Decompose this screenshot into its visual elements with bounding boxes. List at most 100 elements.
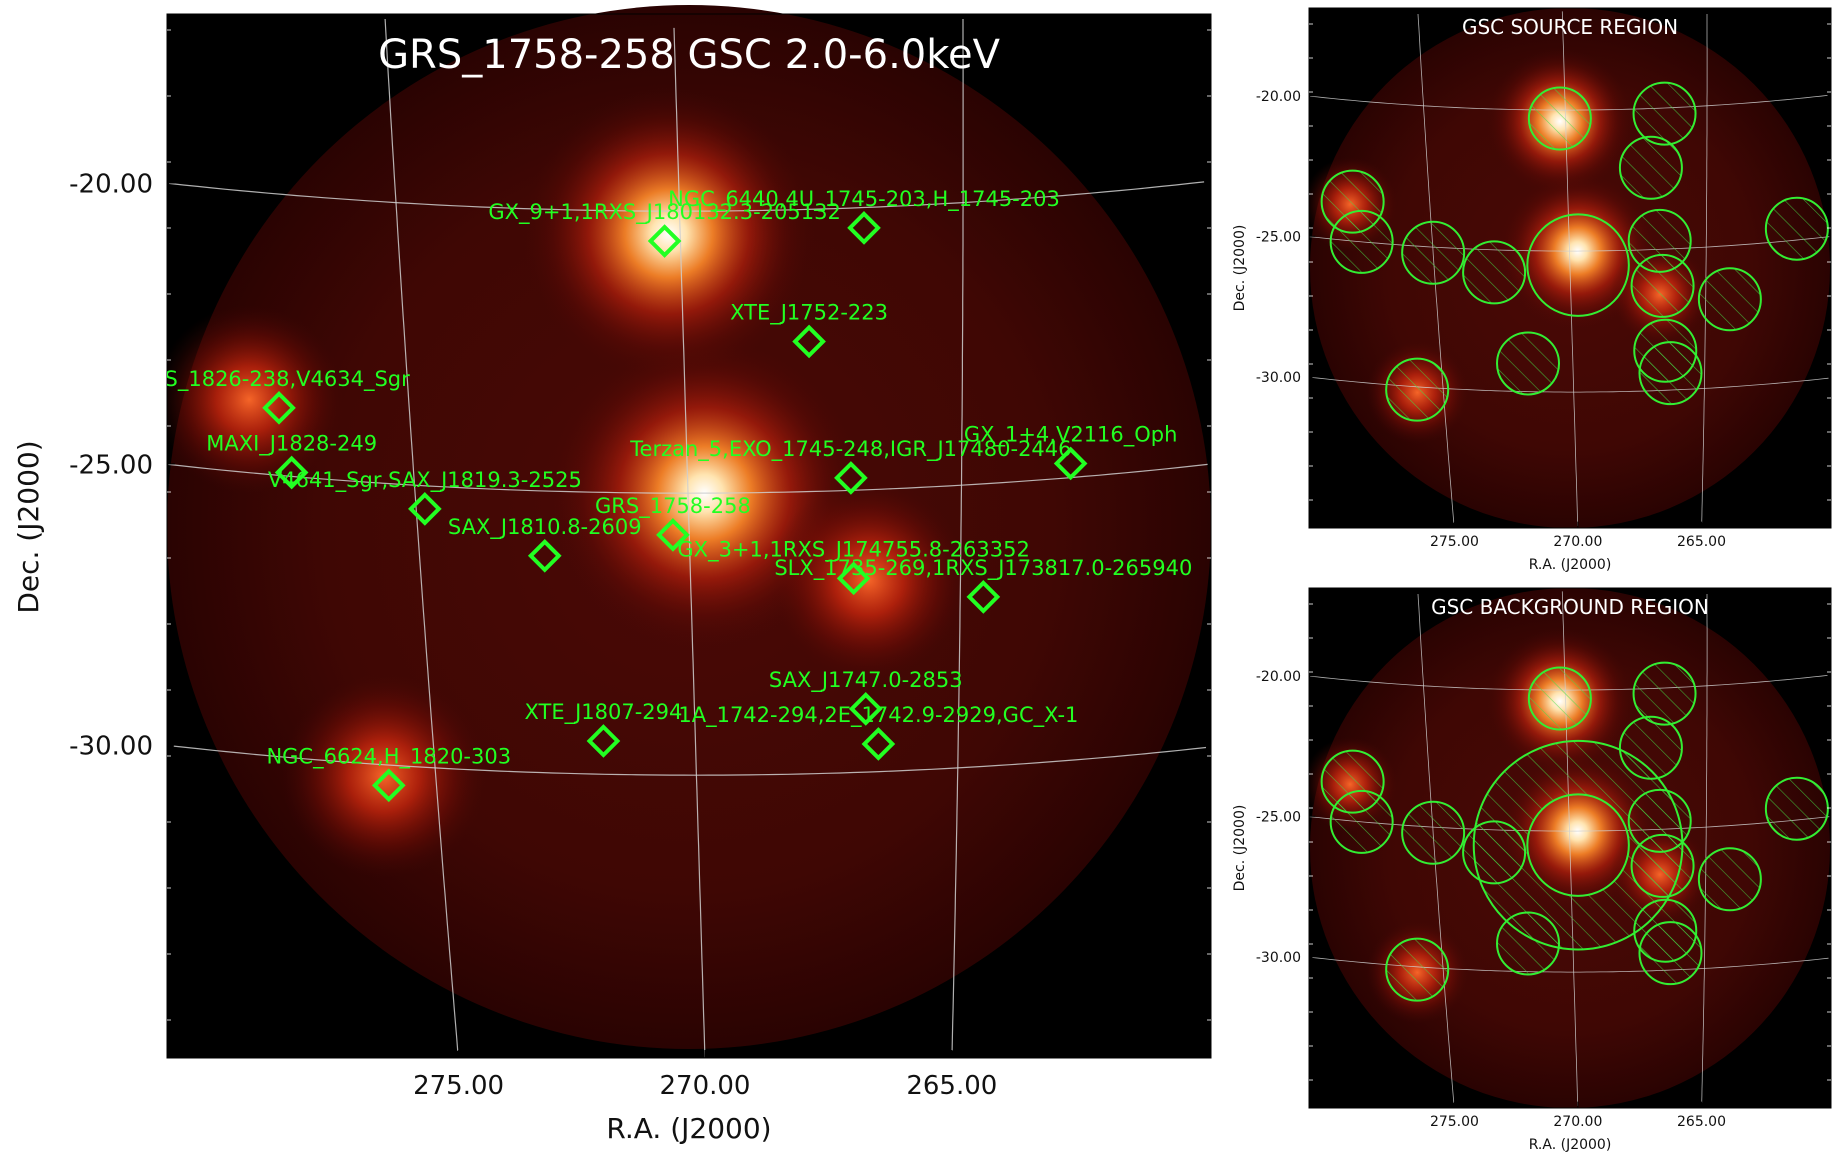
source-marker xyxy=(262,391,296,425)
source-y-axis-label: Dec. (J2000) xyxy=(1232,225,1248,312)
y-tick-label: -30.00 xyxy=(69,731,153,761)
background-plot-frame xyxy=(1308,587,1832,1109)
x-tick-label: 275.00 xyxy=(413,1071,504,1101)
source-label: NGC_6624,H_1820-303 xyxy=(266,744,511,769)
source-marker xyxy=(274,455,309,490)
source-label: GX_9+1,1RXS_J180132.3-205132 xyxy=(488,200,840,225)
ra-grid-line xyxy=(384,18,459,1051)
source-label: GS_1826-238,V4634_Sgr xyxy=(148,367,410,392)
source-marker xyxy=(861,727,896,761)
source-label: NGC_6440,4U_1745-203,H_1745-203 xyxy=(668,187,1060,212)
x-tick-label: 275.00 xyxy=(1430,1114,1479,1130)
excluded-region-circle xyxy=(1329,789,1394,854)
ra-grid-line xyxy=(1701,594,1708,1103)
excluded-region-circle xyxy=(1329,209,1394,274)
excluded-region-circle xyxy=(1496,331,1561,396)
source-marker xyxy=(847,211,881,245)
source-region-circles xyxy=(1320,81,1829,422)
x-tick-label: 270.00 xyxy=(660,1071,751,1101)
dec-grid-line xyxy=(1309,816,1830,832)
source-label: SAX_J1810.8-2609 xyxy=(448,515,642,540)
excluded-region-circle xyxy=(1638,341,1703,406)
source-marker xyxy=(371,768,406,803)
source-label: XTE_J1752-223 xyxy=(730,300,888,325)
ra-grid-line xyxy=(951,19,964,1051)
source-panel-title: GSC SOURCE REGION xyxy=(1462,15,1678,39)
background-annulus-inner xyxy=(1526,793,1630,897)
excluded-region-circle xyxy=(1764,196,1829,261)
main-x-axis-label: R.A. (J2000) xyxy=(606,1112,771,1145)
main-y-axis-label: Dec. (J2000) xyxy=(12,440,45,613)
excluded-region-circle xyxy=(1401,800,1466,865)
main-plot-frame xyxy=(166,13,1212,1059)
excluded-region-circle xyxy=(1527,86,1592,151)
background-x-axis-label: R.A. (J2000) xyxy=(1529,1137,1612,1153)
main-title: GRS_1758-258 GSC 2.0-6.0keV xyxy=(378,32,1001,78)
source-marker xyxy=(966,580,1001,614)
source-marker xyxy=(834,461,868,495)
excluded-region-circle xyxy=(1632,661,1697,726)
source-marker xyxy=(848,692,883,726)
main-axis-ticks: 275.00 270.00 265.00 -20.00 -25.00 -30.00 xyxy=(69,29,1211,1101)
background-y-axis-label: Dec. (J2000) xyxy=(1232,805,1248,892)
y-tick-label: -25.00 xyxy=(1256,809,1301,825)
x-tick-label: 265.00 xyxy=(1677,1114,1726,1130)
source-label: MAXI_J1828-249 xyxy=(206,432,377,457)
excluded-region-circle xyxy=(1401,220,1466,285)
x-tick-label: 270.00 xyxy=(1553,1114,1602,1130)
source-label: 1A_1742-294,2E_1742.9-2929,GC_X-1 xyxy=(678,703,1078,728)
excluded-region-circle xyxy=(1764,776,1829,841)
source-marker xyxy=(1053,446,1088,481)
source-label: V4641_Sgr,SAX_J1819.3-2525 xyxy=(268,468,582,493)
ra-grid-line xyxy=(673,27,706,1058)
dec-grid-line xyxy=(173,745,1207,776)
y-tick-label: -30.00 xyxy=(1256,370,1301,386)
bright-spot xyxy=(769,480,969,680)
background-panel-title: GSC BACKGROUND REGION xyxy=(1431,595,1709,619)
dec-grid-line xyxy=(168,463,1208,494)
excluded-region-circle xyxy=(1527,666,1592,731)
dec-grid-line xyxy=(169,181,1205,212)
source-x-axis-label: R.A. (J2000) xyxy=(1529,557,1612,573)
source-label: XTE_J1807-294 xyxy=(524,700,682,725)
excluded-region-circle xyxy=(1697,267,1762,332)
source-marker xyxy=(527,538,562,573)
source-label: SLX_1735-269,1RXS_J173817.0-265940 xyxy=(774,556,1192,581)
background-axis-ticks: 275.00 270.00 265.00 -20.00 -25.00 -30.00 xyxy=(1256,603,1831,1130)
y-tick-label: -20.00 xyxy=(69,169,153,199)
main-source-markers: GX_9+1,1RXS_J180132.3-205132NGC_6440,4U_… xyxy=(148,187,1192,803)
excluded-region-circle xyxy=(1630,253,1695,318)
source-marker xyxy=(792,324,826,359)
y-tick-label: -30.00 xyxy=(1256,950,1301,966)
background-region-circles xyxy=(1320,661,1829,1002)
y-tick-label: -25.00 xyxy=(1256,229,1301,245)
excluded-region-circle xyxy=(1618,135,1683,200)
excluded-region-circle xyxy=(1632,81,1697,146)
source-plot-frame xyxy=(1308,7,1832,529)
excluded-region-circle xyxy=(1462,240,1527,305)
background-region-panel: GSC BACKGROUND REGION 275.00 270.00 265.00… xyxy=(1232,587,1832,1153)
background-annulus-fill xyxy=(1473,740,1683,950)
source-marker xyxy=(408,492,442,526)
source-marker xyxy=(586,724,621,758)
excluded-region-circle xyxy=(1697,847,1762,912)
main-coordinate-grid xyxy=(168,18,1208,1058)
y-tick-label: -25.00 xyxy=(69,450,153,480)
x-tick-label: 270.00 xyxy=(1553,534,1602,550)
bright-spot xyxy=(167,305,344,495)
ra-grid-line xyxy=(1701,14,1708,523)
dec-grid-line xyxy=(1309,236,1830,252)
main-sky-map: 275.00 270.00 265.00 -20.00 -25.00 -30.00 GRS… xyxy=(12,5,1212,1145)
source-marker xyxy=(647,224,682,258)
x-tick-label: 265.00 xyxy=(1677,534,1726,550)
x-tick-label: 265.00 xyxy=(906,1071,997,1101)
y-tick-label: -20.00 xyxy=(1256,89,1301,105)
background-annulus-outer xyxy=(1472,739,1684,951)
y-tick-label: -20.00 xyxy=(1256,669,1301,685)
excluded-region-circle xyxy=(1385,937,1450,1002)
source-label: GX_1+4,V2116_Oph xyxy=(964,422,1178,447)
source-label: GRS_1758-258 xyxy=(595,494,751,519)
source-region-panel: GSC SOURCE REGION 275.00 270.00 265.00 -20.… xyxy=(1232,7,1832,573)
source-marker xyxy=(656,518,690,552)
